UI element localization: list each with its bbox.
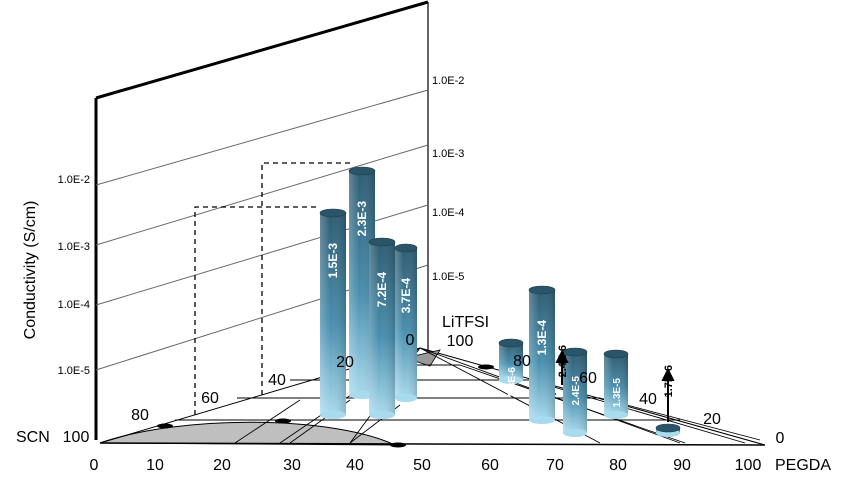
bar-7.2E-4: 7.2E-4: [368, 237, 396, 419]
pegda-tick: 0: [90, 457, 99, 474]
bar-2.4E-5: 2.4E-5: [562, 347, 588, 437]
pegda-tick: 20: [213, 457, 231, 474]
pegda-tick: 100: [735, 457, 762, 474]
bar-label: 2.4E-5: [571, 376, 582, 406]
pegda-tick: 70: [546, 457, 564, 474]
pegda-tick: 10: [146, 457, 164, 474]
bar-label: 2.3E-3: [355, 201, 369, 237]
litfsi-tick: 100: [447, 333, 474, 350]
bar-label: 3.7E-4: [399, 278, 413, 314]
scn-tick: 20: [336, 354, 354, 371]
bar-1.3E-5: 1.3E-5: [603, 349, 629, 419]
litfsi-tick: 0: [776, 430, 785, 447]
bar-1.3E-4: 1.3E-4: [528, 285, 556, 424]
pegda-tick: 60: [481, 457, 499, 474]
bar-8.3E-6: 8.3E-6: [498, 338, 524, 397]
scn-tick: 60: [201, 390, 219, 407]
pegda-tick: 30: [283, 457, 301, 474]
pegda-tick: 40: [346, 457, 364, 474]
scn-tick: 40: [268, 372, 286, 389]
scn-tick: 0: [406, 332, 415, 349]
bar-label: 7.2E-4: [375, 272, 389, 308]
conductivity-tick-left: 1.0E-5: [58, 365, 90, 377]
conductivity-tick-right: 1.0E-4: [432, 207, 464, 219]
conductivity-tick-left: 1.0E-2: [58, 174, 90, 186]
bar-label: 1.3E-4: [535, 320, 549, 356]
litfsi-tick: 60: [579, 370, 597, 387]
conductivity-tick-left: 1.0E-3: [58, 241, 90, 253]
conductivity-tick-right: 1.0E-2: [432, 75, 464, 87]
bar-label: 8.3E-6: [507, 367, 518, 397]
annotation-label: 1.7E-6: [663, 365, 675, 397]
conductivity-tick-right: 1.0E-3: [432, 148, 464, 160]
litfsi-tick: 80: [513, 353, 531, 370]
annotation-arrows: [555, 349, 675, 422]
back-wall: [94, 0, 429, 440]
litfsi-axis-label: LiTFSI: [442, 314, 489, 331]
bar-label: 1.5E-3: [326, 243, 340, 279]
litfsi-tick: 20: [703, 411, 721, 428]
bar-1.5E-3: 1.5E-3: [319, 208, 347, 419]
floor: [99, 347, 766, 448]
pegda-tick: 80: [609, 457, 627, 474]
conductivity-tick-right: 1.0E-5: [432, 271, 464, 283]
pegda-tick: 50: [413, 457, 431, 474]
bars: 2.3E-3 1.5E-3 7.2E-4 3.7E-4 1.3E-4 8.3E-6 2.4E…: [319, 166, 681, 437]
scn-axis-label: SCN: [16, 429, 50, 446]
scn-tick: 80: [131, 407, 149, 424]
dashed-guides: [194, 162, 350, 415]
pegda-tick: 90: [673, 457, 691, 474]
bar-label: 1.3E-5: [612, 378, 623, 408]
bar-base: [655, 423, 681, 437]
scn-tick: 100: [63, 429, 90, 446]
bar-3.7E-4: 3.7E-4: [394, 243, 418, 402]
y-axis-title: Conductivity (S/cm): [22, 201, 39, 340]
litfsi-tick: 40: [639, 391, 657, 408]
pegda-axis-label: PEGDA: [775, 457, 831, 474]
annotation-label: 2.4E-6: [557, 345, 569, 377]
conductivity-tick-left: 1.0E-4: [58, 299, 90, 311]
